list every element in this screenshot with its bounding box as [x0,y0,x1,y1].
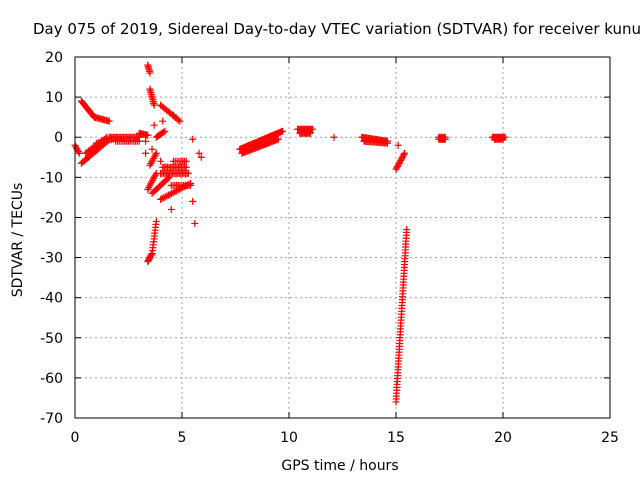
data-point [176,117,184,125]
data-point [189,197,197,205]
y-tick-label: -30 [40,251,63,267]
data-point [182,157,190,165]
data-point [72,143,80,151]
data-point [441,133,449,141]
data-point [142,149,150,157]
data-point [169,111,177,119]
data-point [189,135,197,143]
y-tick-label: -70 [40,411,63,427]
data-points [71,61,509,406]
data-point [159,117,167,125]
y-tick-label: -10 [40,170,63,186]
data-point [157,195,165,203]
data-point [157,157,165,165]
data-point [160,194,168,202]
data-point [164,191,172,199]
data-point [144,131,152,139]
data-point [174,116,182,124]
plot-frame [74,56,611,419]
data-point [195,149,203,157]
data-point [171,188,179,196]
data-point [152,217,160,225]
data-point [74,148,82,156]
data-point [383,139,391,147]
y-axis-label: SDTVAR / TECUs [10,183,26,298]
y-tick-label: -50 [40,331,63,347]
data-point [166,190,174,198]
data-point [403,225,411,233]
x-tick-label: 20 [494,430,512,446]
x-tick-label: 10 [280,430,298,446]
y-tick-label: -60 [40,371,63,387]
data-point [197,153,205,161]
data-point [105,117,113,125]
data-point [151,151,159,159]
data-point [75,149,83,157]
data-point [306,129,314,137]
data-point [401,149,409,157]
data-point [169,189,177,197]
data-point [142,137,150,145]
data-point [182,163,190,171]
data-point [279,127,287,135]
data-point [152,149,160,157]
data-point [161,127,169,135]
data-point [191,219,199,227]
data-point [160,128,168,136]
x-axis-label: GPS time / hours [281,458,398,474]
data-point [150,121,158,129]
data-point [146,69,154,77]
data-point [73,144,81,152]
y-tick-label: -40 [40,291,63,307]
data-point [330,133,338,141]
data-point [161,193,169,201]
data-point [274,135,282,143]
chart-title: Day 075 of 2019, Sidereal Day-to-day VTE… [33,20,640,38]
axis-ticks: 0 5 10 15 20 25 20 10 0 -10 -20 -30 -40 -50 -60 -70 [40,50,619,446]
grid [75,57,610,418]
x-tick-label: 0 [71,430,80,446]
data-point [167,205,175,213]
data-point [187,181,195,189]
x-tick-label: 5 [178,430,187,446]
y-tick-label: 0 [54,130,63,146]
data-point [184,169,192,177]
data-point [135,137,143,145]
data-point [150,101,158,109]
data-point [158,195,166,203]
data-point [309,125,317,133]
data-point [499,135,507,143]
data-point [394,141,402,149]
y-tick-label: -20 [40,210,63,226]
y-tick-label: 10 [45,90,63,106]
data-point [147,251,155,259]
data-point [168,189,176,197]
data-point [148,145,156,153]
x-tick-label: 25 [601,430,619,446]
y-tick-label: 20 [45,50,63,66]
x-tick-label: 15 [387,430,405,446]
data-point [163,192,171,200]
data-point [400,151,408,159]
